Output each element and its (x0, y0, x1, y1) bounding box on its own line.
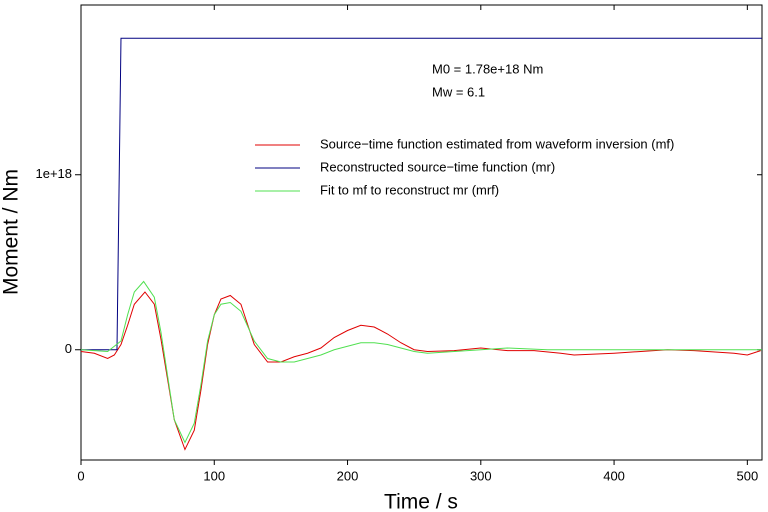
x-tick-label: 500 (736, 468, 758, 483)
y-tick-label: 1e+18 (35, 166, 72, 181)
legend-label: Reconstructed source−time function (mr) (320, 159, 555, 174)
x-tick-label: 400 (603, 468, 625, 483)
legend-label: Fit to mf to reconstruct mr (mrf) (320, 182, 499, 197)
series-line (80, 280, 762, 444)
series-line (80, 291, 761, 451)
x-tick-label: 0 (77, 468, 84, 483)
y-tick-label: 0 (65, 341, 72, 356)
y-axis-label: Moment / Nm (0, 169, 23, 295)
annotation: M0 = 1.78e+18 Nm (432, 61, 543, 76)
x-tick-label: 200 (337, 468, 359, 483)
annotation: Mw = 6.1 (432, 84, 485, 99)
x-axis-label: Time / s (384, 491, 458, 512)
plot-frame (80, 4, 763, 461)
series-line (81, 37, 762, 351)
legend-label: Source−time function estimated from wave… (320, 136, 674, 151)
x-tick-label: 300 (470, 468, 492, 483)
x-tick-label: 100 (203, 468, 225, 483)
